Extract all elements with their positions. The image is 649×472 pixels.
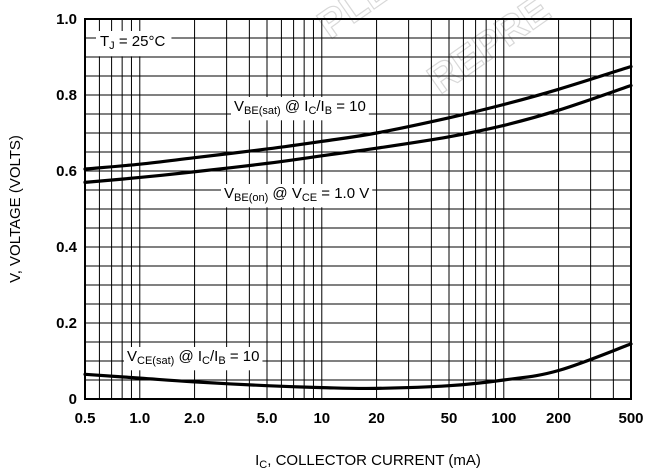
x-tick-label: 20 [368, 410, 385, 427]
series-line-vce-sat [83, 342, 633, 391]
label-text: = 10 [226, 348, 260, 365]
subscript: B [325, 105, 332, 117]
y-tick-label: 0.6 [56, 163, 77, 180]
x-tick-label: 2.0 [184, 410, 205, 427]
y-tick-label: 0.2 [56, 315, 77, 332]
series-label-vce-sat: VCE(sat) @ IC/IB = 10 [127, 348, 259, 367]
y-tick-label: 1.0 [56, 11, 77, 28]
condition-label-background [96, 31, 172, 57]
subscript: B [218, 355, 225, 367]
watermark-text-1: PLE [310, 0, 399, 47]
label-text: @ V [268, 185, 302, 202]
y-axis-title: V, VOLTAGE (VOLTS) [7, 135, 24, 283]
x-tick-label: 0.5 [75, 410, 96, 427]
subscript: C [259, 459, 267, 471]
series-label-background [124, 347, 263, 371]
x-tick-label: 5.0 [257, 410, 278, 427]
label-text: T [100, 33, 109, 50]
x-tick-label: 100 [491, 410, 516, 427]
y-tick-label: 0 [69, 391, 77, 408]
y-tick-label: 0.8 [56, 87, 77, 104]
condition-label: TJ = 25°C [100, 33, 165, 52]
x-tick-label: 500 [618, 410, 643, 427]
label-text: , COLLECTOR CURRENT (mA) [267, 452, 481, 469]
label-text: = 1.0 V [317, 185, 369, 202]
subscript: BE(on) [234, 192, 268, 204]
label-text: V [224, 185, 234, 202]
x-tick-label: 50 [441, 410, 458, 427]
label-text: = 10 [332, 98, 366, 115]
label-text: @ I [281, 98, 309, 115]
series-lines [83, 64, 633, 391]
label-text: I [255, 452, 259, 469]
subscript: J [109, 40, 115, 52]
series-line-vbe-sat [83, 64, 633, 171]
plot-frame [84, 18, 632, 400]
label-text: /I [210, 348, 218, 365]
x-tick-label: 10 [313, 410, 330, 427]
series-line-vbe-on [83, 83, 633, 184]
label-text: = 25°C [115, 33, 166, 50]
label-text: V [234, 98, 244, 115]
x-tick-label: 1.0 [129, 410, 150, 427]
tick-labels: 0.5 1.0 2.0 5.0 10 20 50 100 200 500 0 0.2 0.4 0.6 0.8… [7, 11, 644, 471]
subscript: C [308, 105, 316, 117]
series-label-vbe-sat: VBE(sat) @ IC/IB = 10 [234, 98, 366, 117]
grid [84, 18, 632, 400]
subscript: CE [302, 192, 317, 204]
x-axis-title: IC, COLLECTOR CURRENT (mA) [255, 452, 481, 471]
label-text: V [127, 348, 137, 365]
x-tick-label: 200 [546, 410, 571, 427]
series-label-background [221, 184, 373, 208]
series-label-vbe-on: VBE(on) @ VCE = 1.0 V [224, 185, 369, 204]
subscript: CE(sat) [137, 355, 174, 367]
watermark-text-2: REPRE [420, 0, 558, 102]
subscript: BE(sat) [244, 105, 281, 117]
y-tick-label: 0.4 [56, 239, 78, 256]
series-label-background [231, 97, 369, 121]
watermark: PLE REPRE [309, 0, 558, 103]
label-text: @ I [174, 348, 202, 365]
label-text: /I [316, 98, 324, 115]
plot-border [84, 18, 632, 400]
subscript: C [202, 355, 210, 367]
